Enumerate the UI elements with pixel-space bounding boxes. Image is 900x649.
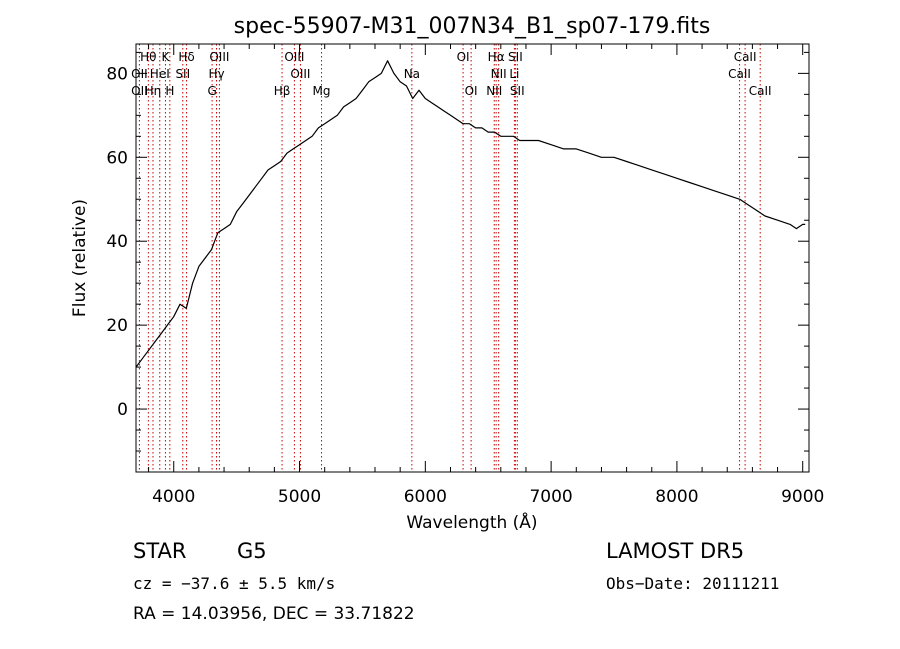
- spectral-line-label: Hη: [145, 84, 162, 98]
- x-axis: 4000 5000 6000 7000 8000 9000: [148, 44, 824, 507]
- spectral-line-label: OIII: [290, 67, 310, 81]
- x-tick-label: 7000: [529, 487, 572, 507]
- spectral-line-label: SII: [510, 84, 525, 98]
- spectral-line-label: OI: [465, 84, 478, 98]
- spectral-line-label: OII: [131, 84, 148, 98]
- chart-title: spec-55907-M31_007N34_B1_sp07-179.fits: [234, 14, 711, 39]
- spectral-line-label: OII: [131, 67, 148, 81]
- x-tick-label: 4000: [152, 487, 195, 507]
- spectral-line-label: H: [165, 84, 174, 98]
- x-tick-label: 5000: [278, 487, 321, 507]
- spectral-line-label: OI: [457, 50, 470, 64]
- spectral-line-label: NII: [486, 84, 502, 98]
- redshift-velocity: cz = −37.6 ± 5.5 km/s: [133, 574, 335, 593]
- spectral-line-label: CaII: [728, 67, 751, 81]
- spectrum-layer: [135, 60, 806, 368]
- x-axis-title: Wavelength (Å): [406, 511, 537, 533]
- y-tick-label: 20: [106, 316, 128, 336]
- spectral-lines-layer: [138, 44, 761, 472]
- spectral-line-label: Li: [509, 67, 519, 81]
- object-subclass: G5: [237, 539, 267, 563]
- spectral-line-label: Hα: [488, 50, 505, 64]
- spectral-line-label: Hβ: [274, 84, 291, 98]
- observation-date: Obs−Date: 20111211: [606, 574, 779, 593]
- spectral-line-label: CaII: [749, 84, 772, 98]
- y-tick-label: 80: [106, 64, 128, 84]
- spectral-line-label: OIII: [209, 50, 229, 64]
- object-class: STAR: [133, 539, 186, 563]
- y-tick-label: 0: [117, 400, 128, 420]
- spectrum-line: [135, 60, 806, 368]
- spectral-line-label: G: [207, 84, 216, 98]
- spectral-line-label: SII: [175, 67, 190, 81]
- spectral-line-label: K: [161, 50, 170, 64]
- spectral-line-label: Hγ: [208, 67, 224, 81]
- spectral-line-label: Mg: [313, 84, 331, 98]
- spectral-line-label: Na: [404, 67, 420, 81]
- x-tick-label: 9000: [781, 487, 824, 507]
- coordinates: RA = 14.03956, DEC = 33.71822: [133, 604, 415, 624]
- spectral-line-label: CaII: [734, 50, 757, 64]
- spectral-line-label: Hδ: [178, 50, 194, 64]
- y-axis: 0 20 40 60 80: [106, 51, 809, 473]
- y-tick-label: 60: [106, 148, 128, 168]
- survey-label: LAMOST DR5: [606, 539, 744, 563]
- x-tick-label: 6000: [404, 487, 447, 507]
- y-axis-title: Flux (relative): [70, 199, 90, 317]
- spectral-line-label: OIII: [284, 50, 304, 64]
- spectral-line-label: NII: [491, 67, 507, 81]
- y-tick-label: 40: [106, 232, 128, 252]
- spectral-line-label: SII: [508, 50, 523, 64]
- spectral-line-label: HeI: [150, 67, 170, 81]
- spectral-line-label: Hθ: [140, 50, 156, 64]
- plot-frame: [135, 43, 810, 473]
- x-tick-label: 8000: [655, 487, 698, 507]
